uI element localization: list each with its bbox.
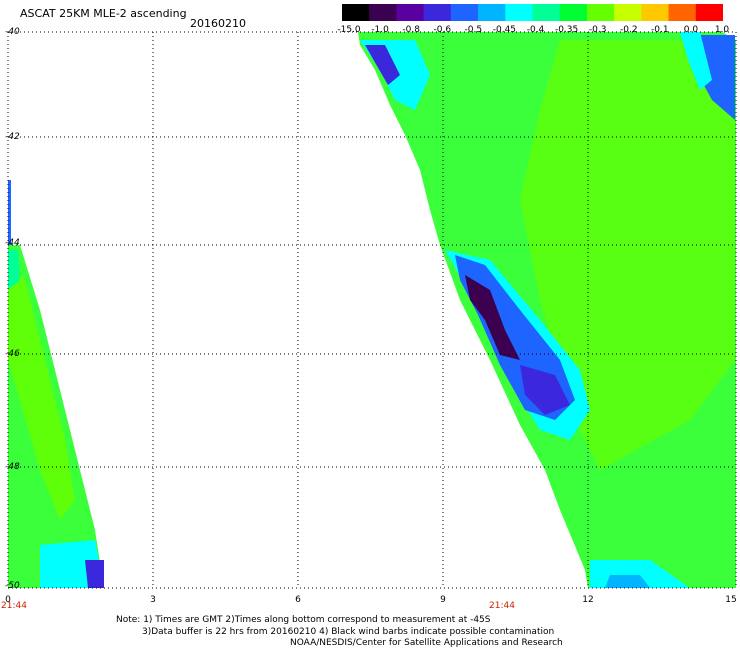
colorbar-swatch [559, 4, 588, 21]
x-tick-label: 15 [725, 595, 737, 605]
x-tick-label: 9 [440, 595, 446, 605]
swath-east [358, 32, 736, 588]
time-label: 21:44 [1, 601, 27, 611]
colorbar-swatch [532, 4, 561, 21]
colorbar-swatch [369, 4, 397, 21]
y-tick-label: -50 [5, 581, 20, 591]
x-tick-label: 12 [582, 595, 594, 605]
colorbar-tick-label: -0.2 [620, 25, 638, 35]
colorbar-swatch [450, 4, 479, 21]
map-title: ASCAT 25KM MLE-2 ascending [20, 7, 187, 20]
colorbar-tick-label: -1.0 [371, 25, 389, 35]
colorbar-tick-label: 1.0 [714, 25, 730, 35]
time-label: 21:44 [489, 601, 515, 611]
colorbar [342, 4, 723, 21]
colorbar-tick-label: -0.3 [588, 25, 607, 35]
colorbar-tick-label: -0.45 [492, 25, 517, 35]
colorbar-tick-label: -0.35 [554, 25, 579, 35]
map-date: 20160210 [190, 17, 246, 30]
colorbar-tick-label: -0.6 [433, 25, 452, 35]
colorbar-tick-label: -0.1 [651, 25, 669, 35]
x-tick-label: 0 [5, 595, 11, 605]
swath-west [8, 180, 104, 588]
colorbar-swatch [396, 4, 425, 21]
colorbar-swatch [478, 4, 506, 21]
y-tick-label: -48 [5, 462, 20, 472]
x-tick-label: 3 [150, 595, 156, 605]
colorbar-swatch [342, 4, 370, 21]
colorbar-tick-label: -0.5 [464, 25, 483, 35]
colorbar-tick-label: -15.0 [337, 25, 361, 35]
note-line-1: Note: 1) Times are GMT 2)Times along bot… [116, 615, 491, 625]
note-line-2: 3)Data buffer is 22 hrs from 20160210 4)… [142, 627, 555, 637]
note-line-3: NOAA/NESDIS/Center for Satellite Applica… [290, 638, 563, 648]
y-tick-label: -40 [5, 27, 20, 37]
colorbar-tick-label: -0.8 [402, 25, 420, 35]
y-tick-label: -44 [5, 238, 20, 248]
colorbar-swatch [586, 4, 615, 21]
colorbar-swatch [695, 4, 723, 21]
y-tick-label: -46 [5, 349, 20, 359]
grid-lines [7, 31, 737, 589]
colorbar-swatch [505, 4, 533, 21]
colorbar-swatch [668, 4, 697, 21]
colorbar-tick-label: -0.4 [526, 25, 545, 35]
colorbar-swatch [614, 4, 642, 21]
colorbar-tick-label: 0.0 [683, 25, 699, 35]
colorbar-swatch [641, 4, 670, 21]
y-tick-label: -42 [5, 132, 20, 142]
x-tick-label: 6 [295, 595, 301, 605]
colorbar-swatch [423, 4, 452, 21]
